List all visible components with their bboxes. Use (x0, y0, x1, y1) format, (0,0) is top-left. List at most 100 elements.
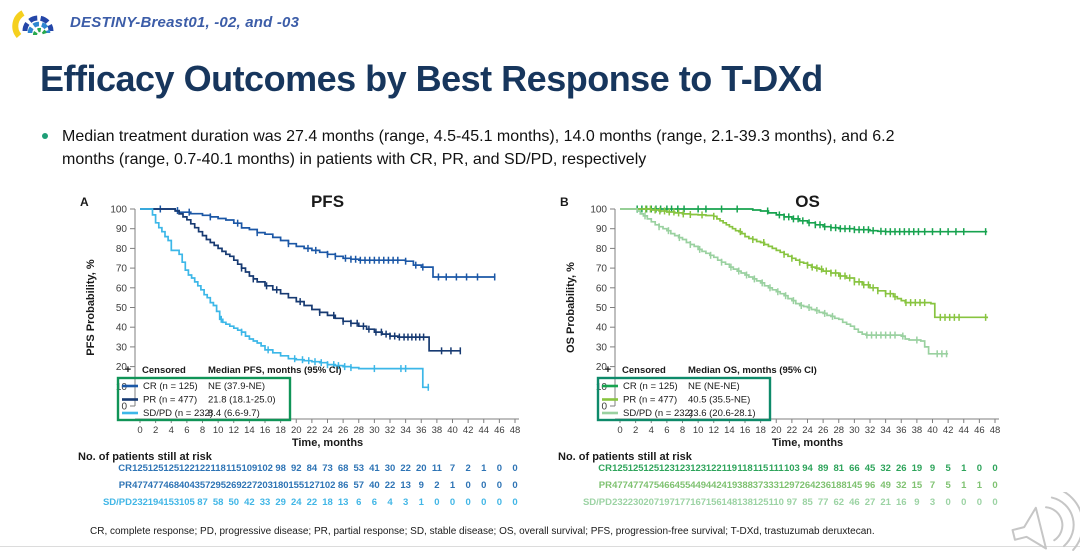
x-tick-label: 48 (990, 425, 1001, 436)
risk-value: 207 (643, 497, 660, 508)
risk-value: 96 (864, 480, 876, 491)
x-tick-label: 36 (896, 425, 907, 436)
risk-value: 388 (737, 480, 753, 491)
risk-value: 0 (434, 497, 440, 508)
x-tick-label: 24 (322, 425, 333, 436)
y-tick-label: 100 (590, 205, 607, 216)
risk-value: 5 (945, 480, 951, 491)
x-tick-label: 40 (447, 425, 458, 436)
risk-table-header: No. of patients still at risk (558, 451, 692, 463)
legend-censored-label: Censored (622, 365, 666, 376)
risk-value: 111 (768, 463, 784, 474)
risk-value: 125 (643, 463, 660, 474)
y-tick-label: 70 (596, 264, 608, 275)
risk-value: 227 (241, 480, 258, 491)
risk-value: 115 (752, 463, 769, 474)
risk-value: 22 (306, 497, 318, 508)
risk-value: 0 (992, 497, 998, 508)
legend-entry-median: 40.5 (35.5-NE) (688, 395, 750, 406)
risk-value: 24 (290, 497, 302, 508)
risk-value: 122 (194, 463, 211, 474)
bullet-text: Median treatment duration was 27.4 month… (62, 128, 895, 168)
chart-title: OS (795, 193, 820, 211)
speaker-icon[interactable] (1006, 492, 1080, 553)
y-tick-label: 90 (596, 224, 608, 235)
x-tick-label: 40 (927, 425, 938, 436)
legend-entry-name: SD/PD (n = 232) (143, 408, 213, 419)
x-tick-label: 12 (708, 425, 719, 436)
risk-value: 0 (992, 480, 998, 491)
risk-value: 145 (846, 480, 863, 491)
y-tick-label: 0 (601, 402, 607, 413)
risk-value: 58 (212, 497, 224, 508)
risk-value: 16 (895, 497, 907, 508)
risk-value: 0 (465, 497, 471, 508)
y-tick-label: 0 (121, 402, 127, 413)
risk-value: 1 (976, 480, 983, 491)
y-tick-label: 80 (116, 244, 128, 255)
risk-row-label: CR (598, 463, 612, 474)
x-tick-label: 14 (244, 425, 255, 436)
risk-value: 21 (880, 497, 891, 508)
risk-value: 20 (415, 463, 427, 474)
risk-value: 6 (371, 497, 378, 508)
censored-plus-icon: + (605, 364, 611, 376)
x-tick-label: 44 (478, 425, 489, 436)
x-tick-label: 18 (755, 425, 766, 436)
y-tick-label: 50 (116, 303, 128, 314)
risk-value: 6 (356, 497, 362, 508)
risk-value: 0 (961, 497, 967, 508)
x-tick-label: 2 (153, 425, 158, 436)
risk-value: 264 (799, 480, 816, 491)
legend-entry-median: 23.6 (20.6-28.1) (688, 408, 756, 419)
legend-median-header: Median OS, months (95% CI) (688, 365, 817, 376)
bullet-item: Median treatment duration was 27.4 month… (42, 126, 942, 171)
chart-title: PFS (311, 193, 344, 211)
risk-value: 22 (400, 463, 411, 474)
y-tick-label: 20 (116, 362, 128, 373)
x-tick-label: 10 (213, 425, 224, 436)
x-tick-label: 24 (802, 425, 813, 436)
y-tick-label: 10 (116, 382, 128, 393)
x-tick-label: 42 (943, 425, 954, 436)
x-tick-label: 28 (833, 425, 844, 436)
legend-box (116, 376, 292, 422)
risk-row-label: SD/PD (582, 497, 612, 508)
risk-value: 0 (481, 480, 487, 491)
risk-value: 125 (627, 463, 644, 474)
x-tick-label: 4 (169, 425, 174, 436)
risk-value: 1 (481, 463, 487, 474)
risk-value: 1 (418, 497, 424, 508)
x-tick-label: 20 (291, 425, 302, 436)
km-curve-cr (620, 208, 988, 233)
risk-value: 0 (976, 497, 983, 508)
risk-value: 477 (627, 480, 644, 491)
x-tick-label: 34 (880, 425, 891, 436)
risk-value: 45 (864, 463, 876, 474)
x-tick-label: 48 (510, 425, 521, 436)
risk-value: 40 (369, 480, 380, 491)
x-tick-label: 8 (200, 425, 205, 436)
risk-row-label: CR (118, 463, 132, 474)
legend-entry-median: 8.4 (6.6-9.7) (208, 408, 260, 419)
risk-value: 232 (132, 497, 148, 508)
x-tick-label: 8 (680, 425, 685, 436)
os-panel: B OS OS Probability, % 0 10 20 30 40 50 60 70 80 90 1… (558, 192, 1058, 523)
risk-value: 0 (512, 497, 518, 508)
km-curve-pr (140, 208, 461, 352)
risk-value: 1 (961, 480, 967, 491)
risk-value: 57 (353, 480, 365, 491)
risk-value: 13 (400, 480, 411, 491)
km-curve-pr (620, 208, 989, 319)
risk-value: 86 (337, 480, 349, 491)
risk-value: 0 (992, 463, 998, 474)
risk-value: 232 (612, 497, 628, 508)
risk-value: 0 (945, 497, 951, 508)
destiny-logo (12, 10, 54, 38)
x-tick-label: 2 (633, 425, 638, 436)
risk-value: 331 (768, 480, 785, 491)
risk-value: 1 (449, 480, 456, 491)
risk-value: 0 (496, 480, 503, 491)
risk-value: 419 (721, 480, 738, 491)
